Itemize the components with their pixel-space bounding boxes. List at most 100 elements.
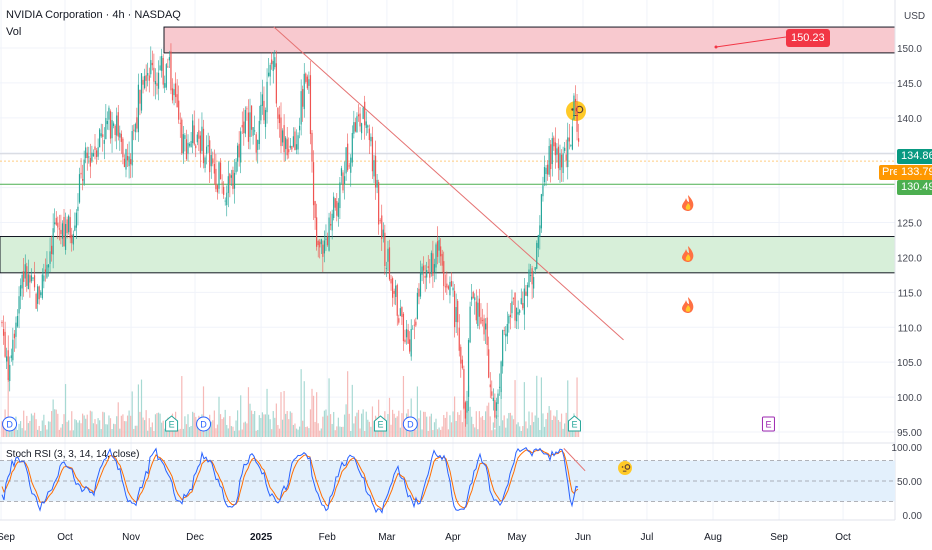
candle bbox=[570, 145, 572, 146]
volume-bar bbox=[404, 428, 406, 437]
candle bbox=[15, 322, 17, 337]
candle bbox=[75, 212, 77, 228]
volume-bar bbox=[480, 417, 482, 437]
candle bbox=[47, 264, 50, 268]
volume-bar bbox=[509, 412, 511, 437]
volume-bar bbox=[390, 424, 392, 437]
candle bbox=[506, 324, 508, 337]
candle bbox=[266, 81, 268, 113]
volume-bar bbox=[131, 391, 133, 437]
candle bbox=[74, 225, 76, 231]
candle bbox=[233, 172, 236, 189]
candle bbox=[1, 321, 3, 324]
candle bbox=[311, 132, 313, 162]
volume-bar bbox=[139, 411, 141, 437]
volume-bar bbox=[489, 416, 491, 437]
volume-bar bbox=[354, 416, 356, 437]
volume-bar bbox=[574, 429, 577, 437]
volume-bar bbox=[7, 378, 9, 437]
candle bbox=[361, 123, 363, 134]
candle bbox=[512, 297, 515, 299]
volume-bar bbox=[32, 415, 34, 437]
candle bbox=[123, 158, 126, 168]
volume-bar bbox=[392, 409, 394, 437]
candle bbox=[235, 161, 237, 173]
candle bbox=[390, 278, 392, 284]
candle bbox=[99, 129, 101, 148]
candle bbox=[275, 63, 277, 104]
volume-bar bbox=[123, 421, 126, 437]
volume-bar bbox=[303, 381, 305, 437]
volume-bar bbox=[475, 411, 477, 437]
candle bbox=[478, 298, 480, 317]
volume-bar bbox=[348, 413, 350, 437]
volume-bar bbox=[429, 416, 431, 437]
volume-bar bbox=[511, 415, 513, 437]
volume-bar bbox=[316, 392, 318, 437]
candle bbox=[461, 359, 463, 369]
candle bbox=[362, 107, 364, 119]
candle bbox=[550, 144, 552, 170]
candle bbox=[452, 287, 454, 291]
volume-bar bbox=[423, 411, 425, 437]
candle bbox=[150, 60, 152, 75]
volume-bar bbox=[142, 417, 144, 437]
volume-bar bbox=[288, 419, 290, 437]
candle bbox=[206, 146, 208, 154]
candle bbox=[113, 123, 115, 126]
target-pointer-line bbox=[715, 36, 787, 48]
volume-bar bbox=[122, 414, 124, 437]
candle bbox=[309, 75, 312, 134]
candle bbox=[436, 241, 439, 257]
candle bbox=[491, 391, 493, 396]
candle bbox=[167, 66, 169, 68]
time-tick-label: Aug bbox=[704, 532, 722, 543]
candle bbox=[387, 248, 389, 262]
candle bbox=[294, 131, 296, 151]
volume-bar bbox=[269, 419, 271, 437]
volume-bar bbox=[37, 429, 39, 437]
candle bbox=[350, 157, 352, 173]
volume-bar bbox=[113, 423, 115, 437]
volume-bar bbox=[449, 415, 451, 437]
candle bbox=[159, 65, 161, 71]
candle bbox=[250, 105, 253, 130]
candle bbox=[302, 89, 304, 107]
volume-bar bbox=[219, 414, 222, 437]
volume-bar bbox=[274, 417, 276, 437]
candle bbox=[438, 239, 440, 251]
candle bbox=[264, 110, 267, 128]
volume-bar bbox=[350, 430, 352, 437]
volume-bar bbox=[522, 426, 524, 437]
candle bbox=[423, 265, 425, 271]
candle bbox=[457, 300, 459, 323]
candle bbox=[27, 274, 29, 290]
rsi-d-line bbox=[1, 449, 579, 511]
event-label: D bbox=[200, 420, 207, 430]
volume-bar bbox=[336, 426, 338, 437]
candle bbox=[49, 251, 51, 264]
candle bbox=[370, 136, 372, 142]
price-pane bbox=[0, 0, 896, 520]
candle bbox=[545, 167, 547, 175]
volume-bar bbox=[246, 423, 248, 437]
volume-bar bbox=[494, 429, 496, 437]
candle bbox=[353, 122, 355, 134]
target-anchor-dot bbox=[714, 45, 718, 49]
candle bbox=[134, 123, 136, 133]
candle bbox=[319, 241, 321, 248]
candle bbox=[9, 364, 11, 382]
candle bbox=[126, 155, 129, 161]
candle bbox=[365, 121, 367, 128]
candle bbox=[547, 164, 549, 175]
volume-bar bbox=[88, 429, 90, 437]
pre-market-label: Pre bbox=[879, 165, 903, 180]
volume-bar bbox=[516, 424, 518, 437]
candle bbox=[43, 275, 45, 282]
candle bbox=[316, 217, 318, 247]
candle bbox=[300, 91, 302, 125]
volume-bar bbox=[213, 410, 215, 437]
volume-bar bbox=[202, 386, 205, 437]
volume-bar bbox=[419, 410, 422, 437]
